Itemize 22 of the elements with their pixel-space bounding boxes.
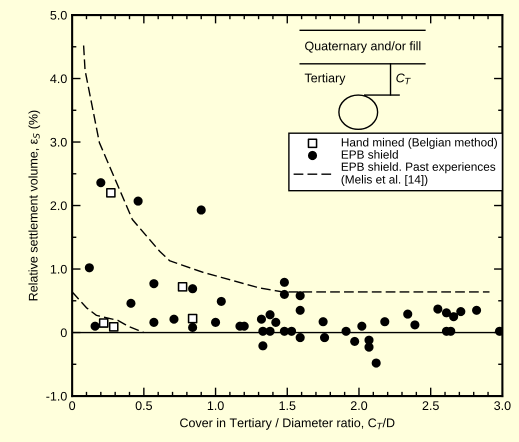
annotation: Quaternary and/or fill [305,41,420,53]
x-tick-label: 1.0 [208,401,224,410]
x-tick-label: 2.0 [350,401,368,410]
x-axis-title: Cover in Tertiary / Diameter ratio, C$_{T}$/D [180,418,394,430]
legend-label: EPB shield. Past experiences (Melis et al. [14]) [342,162,496,186]
legend-label: Hand mined (Belgian method) [342,138,497,149]
y-tick-label: 2.0 [50,201,67,210]
y-tick-label: -1.0 [46,392,67,401]
x-tick-label: 2.5 [422,401,439,410]
legend-label: EPB shield [342,150,398,159]
y-tick-label: 1.0 [50,264,67,274]
x-tick-label: 0 [69,401,76,410]
annotation: Tertiary [304,73,346,85]
x-tick-label: 0.5 [136,401,152,410]
x-tick-label: 3.0 [494,401,511,410]
y-tick-label: 3.0 [50,138,67,147]
y-tick-label: 5.0 [50,10,67,20]
x-tick-label: 1.5 [280,401,296,410]
y-tick-label: 4.0 [50,74,67,84]
y-tick-label: 0 [60,328,67,338]
annotation: C$_{T}$ [396,74,411,84]
y-axis-title: Relative settlement volume, ε$_{S}$ (%) [28,110,40,300]
